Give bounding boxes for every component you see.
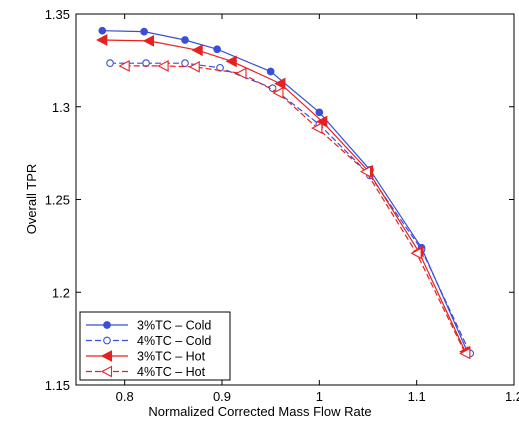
series-1-point-3 <box>181 36 189 44</box>
y-tick-label-1-3: 1.3 <box>52 100 70 115</box>
series-4-point-2 <box>157 60 169 72</box>
series-4 <box>118 60 471 360</box>
series-2-point-4 <box>216 63 224 72</box>
legend-label-3: 3%TC – Hot <box>137 350 206 364</box>
series-4-point-6 <box>311 122 323 134</box>
x-tick-label-0-9: 0.9 <box>213 389 231 404</box>
series-3-point-1 <box>96 34 108 46</box>
series-1-point-6 <box>315 108 324 117</box>
legend-marker-2 <box>103 336 111 345</box>
x-axis-label: Normalized Corrected Mass Flow Rate <box>148 404 371 419</box>
series-4-point-3 <box>188 60 200 73</box>
legend-label-1: 3%TC – Cold <box>137 319 211 333</box>
series-3-point-5 <box>274 77 286 90</box>
x-tick-label-1: 1 <box>316 389 323 404</box>
y-tick-label-1-25: 1.25 <box>45 193 70 208</box>
series-1-point-2 <box>140 27 148 36</box>
legend-label-2: 4%TC – Cold <box>137 334 211 348</box>
series-3-point-2 <box>142 34 155 47</box>
series-2-point-3 <box>181 59 189 68</box>
series-4-point-9 <box>459 347 471 360</box>
y-axis-label: Overall TPR <box>24 164 39 235</box>
legend-label-4: 4%TC – Hot <box>137 365 206 379</box>
series-1-point-5 <box>266 67 275 76</box>
x-tick-label-0-8: 0.8 <box>116 389 134 404</box>
x-tick-label-1-1: 1.1 <box>408 389 426 404</box>
x-tick-label-1-2: 1.2 <box>505 389 519 404</box>
series-4-point-5 <box>272 86 284 99</box>
series-4-point-7 <box>359 165 372 178</box>
series-layer <box>96 26 475 360</box>
series-2-point-1 <box>106 59 114 68</box>
series-1-point-4 <box>213 45 221 54</box>
series-4-line <box>124 65 466 354</box>
series-3-point-3 <box>191 44 203 57</box>
y-axis-ticks: 1.15 1.2 1.25 1.3 1.35 <box>45 7 514 393</box>
legend-marker-3 <box>100 350 113 362</box>
y-tick-label-1-35: 1.35 <box>45 7 70 22</box>
series-1-point-1 <box>98 26 107 35</box>
y-tick-label-1-15: 1.15 <box>45 378 70 393</box>
legend-marker-4 <box>100 365 113 378</box>
x-axis-ticks: 0.8 0.9 1 1.1 1.2 <box>116 14 519 404</box>
series-4-point-1 <box>118 60 130 72</box>
legend-marker-1 <box>103 321 111 329</box>
y-tick-label-1-2: 1.2 <box>52 285 70 300</box>
series-4-point-8 <box>410 247 422 260</box>
series-3-point-4 <box>225 55 237 68</box>
series-4-point-4 <box>235 67 247 80</box>
